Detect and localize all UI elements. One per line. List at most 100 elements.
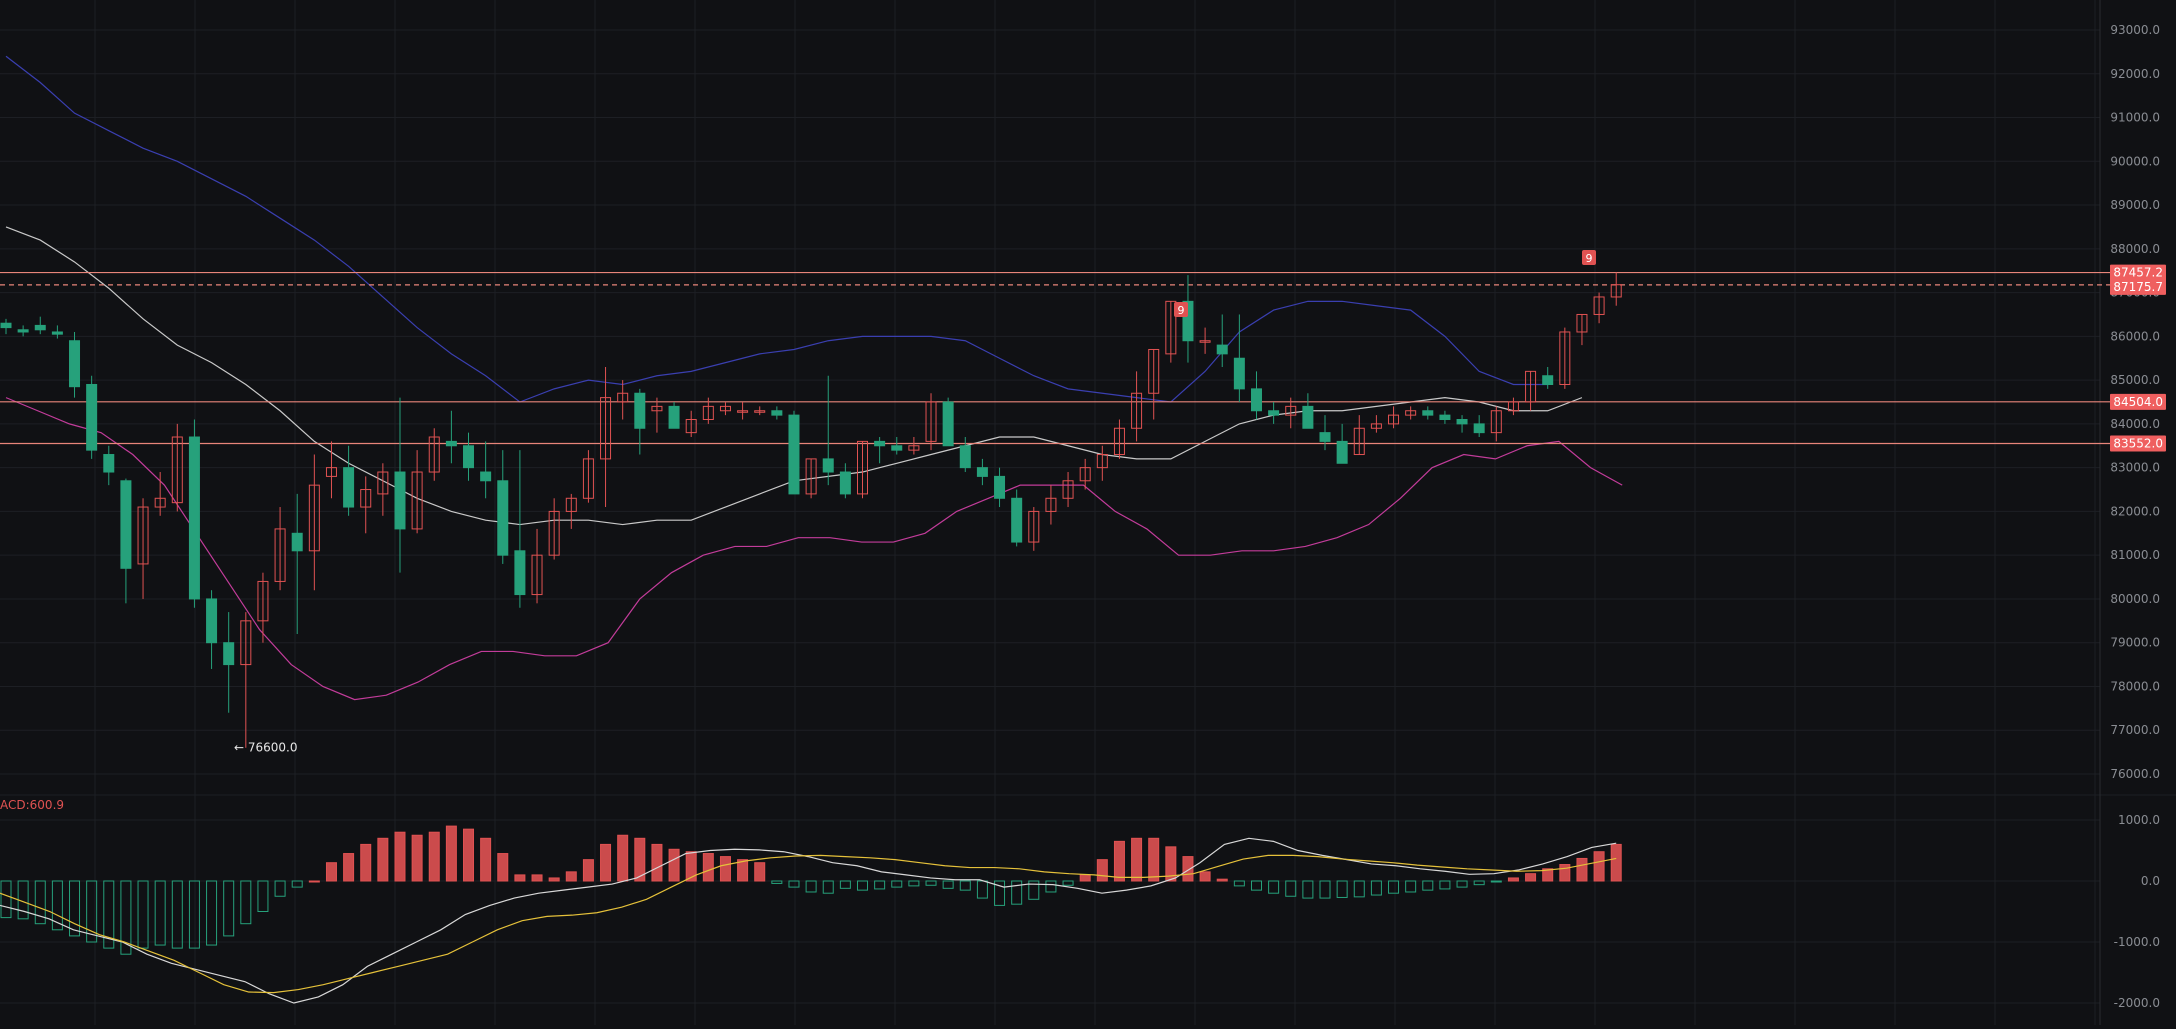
macd-bar (1216, 878, 1228, 882)
candle-body (959, 445, 971, 469)
candle-body (188, 436, 200, 600)
price-tag-label: 84504.0 (2113, 395, 2163, 409)
bb-lower-line (5, 397, 1623, 701)
macd-bar (69, 880, 81, 937)
macd-bar (1045, 880, 1057, 893)
candle-body (1473, 423, 1485, 434)
candle-body (771, 410, 783, 416)
price-tick-label: 93000.0 (2110, 23, 2160, 37)
macd-bar (86, 880, 98, 943)
candle-body (445, 440, 457, 447)
candle-body (1593, 296, 1605, 315)
macd-bar (463, 828, 475, 882)
macd-bar (874, 880, 886, 890)
candle-body (651, 405, 663, 412)
candle-body (291, 532, 303, 552)
macd-bar (206, 880, 218, 946)
candle-body (1525, 370, 1537, 403)
candle-body (634, 392, 646, 429)
candle-body (1507, 401, 1519, 412)
candle-body (343, 467, 355, 508)
candle-body (206, 598, 218, 644)
macd-bar (445, 825, 457, 882)
candle-body (1422, 410, 1434, 416)
macd-tick-label: -2000.0 (2114, 996, 2160, 1010)
candle-body (737, 410, 749, 413)
candle-body (600, 397, 612, 460)
macd-bar (1268, 880, 1280, 894)
price-tick-label: 77000.0 (2110, 723, 2160, 737)
price-tick-label: 88000.0 (2110, 242, 2160, 256)
macd-bar (1199, 871, 1211, 882)
macd-bar (1610, 843, 1622, 882)
macd-bar (634, 837, 646, 882)
macd-bar (137, 880, 149, 949)
macd-bar (1542, 868, 1554, 882)
candle-body (17, 329, 29, 333)
macd-bar (994, 880, 1006, 906)
macd-bar (822, 880, 834, 894)
td-sequential-label: 9 (1178, 304, 1185, 317)
candle-body (994, 475, 1006, 499)
candle-body (925, 401, 937, 442)
candle-body (1011, 497, 1023, 543)
macd-bar (1131, 837, 1143, 882)
macd-bar (1593, 851, 1605, 882)
macd-bar (925, 880, 937, 886)
candle-body (685, 419, 697, 434)
candle-body (428, 436, 440, 473)
macd-bar (325, 862, 337, 882)
macd-bar (685, 851, 697, 882)
horizontal-lines (0, 271, 2110, 445)
price-tick-label: 90000.0 (2110, 154, 2160, 168)
candle-body (274, 528, 286, 582)
macd-bar (1113, 840, 1125, 882)
candle-body (154, 497, 166, 508)
macd-bar (1353, 880, 1365, 898)
candle-body (942, 401, 954, 447)
price-tick-label: 82000.0 (2110, 504, 2160, 518)
price-axis: 93000.0 92000.0 91000.0 90000.0 89000.0 88000… (2110, 23, 2160, 1010)
candle-body (908, 445, 920, 451)
candle-body (548, 510, 560, 556)
macd-bar (188, 880, 200, 949)
price-tick-label: 78000.0 (2110, 679, 2160, 693)
macd-tick-label: 1000.0 (2118, 813, 2160, 827)
candle-body (1405, 410, 1417, 416)
macd-bar (34, 880, 46, 925)
price-tick-label: 83000.0 (2110, 461, 2160, 475)
macd-bar (480, 837, 492, 882)
candle-body (839, 471, 851, 495)
dif-line (0, 837, 1617, 1004)
candle-body (565, 497, 577, 512)
candle-body (86, 383, 98, 451)
candle-body (34, 324, 46, 331)
candle-body (1559, 331, 1571, 385)
candle-body (805, 458, 817, 495)
macd-bar (497, 853, 509, 882)
macd-bar (240, 880, 252, 925)
macd-bar (908, 880, 920, 887)
macd-bar (1490, 880, 1502, 883)
macd-bar (377, 837, 389, 882)
candle-body (514, 550, 526, 596)
macd-bar (1576, 857, 1588, 882)
candle-body (582, 458, 594, 499)
macd-bar (565, 871, 577, 882)
macd-bar (651, 843, 663, 882)
candle-body (1285, 405, 1297, 416)
macd-bar (548, 877, 560, 882)
price-tick-label: 89000.0 (2110, 198, 2160, 212)
macd-bar (1302, 880, 1314, 899)
candle-body (463, 445, 475, 469)
low-price-marker: ← 76600.0 (234, 741, 298, 755)
macd-bar (891, 880, 903, 888)
candle-body (1062, 480, 1074, 499)
candle-body (497, 480, 509, 556)
candle-body (702, 405, 714, 421)
candle-body (1028, 510, 1040, 543)
candle-body (1045, 497, 1057, 512)
td-sequential-badge (1582, 250, 1596, 265)
